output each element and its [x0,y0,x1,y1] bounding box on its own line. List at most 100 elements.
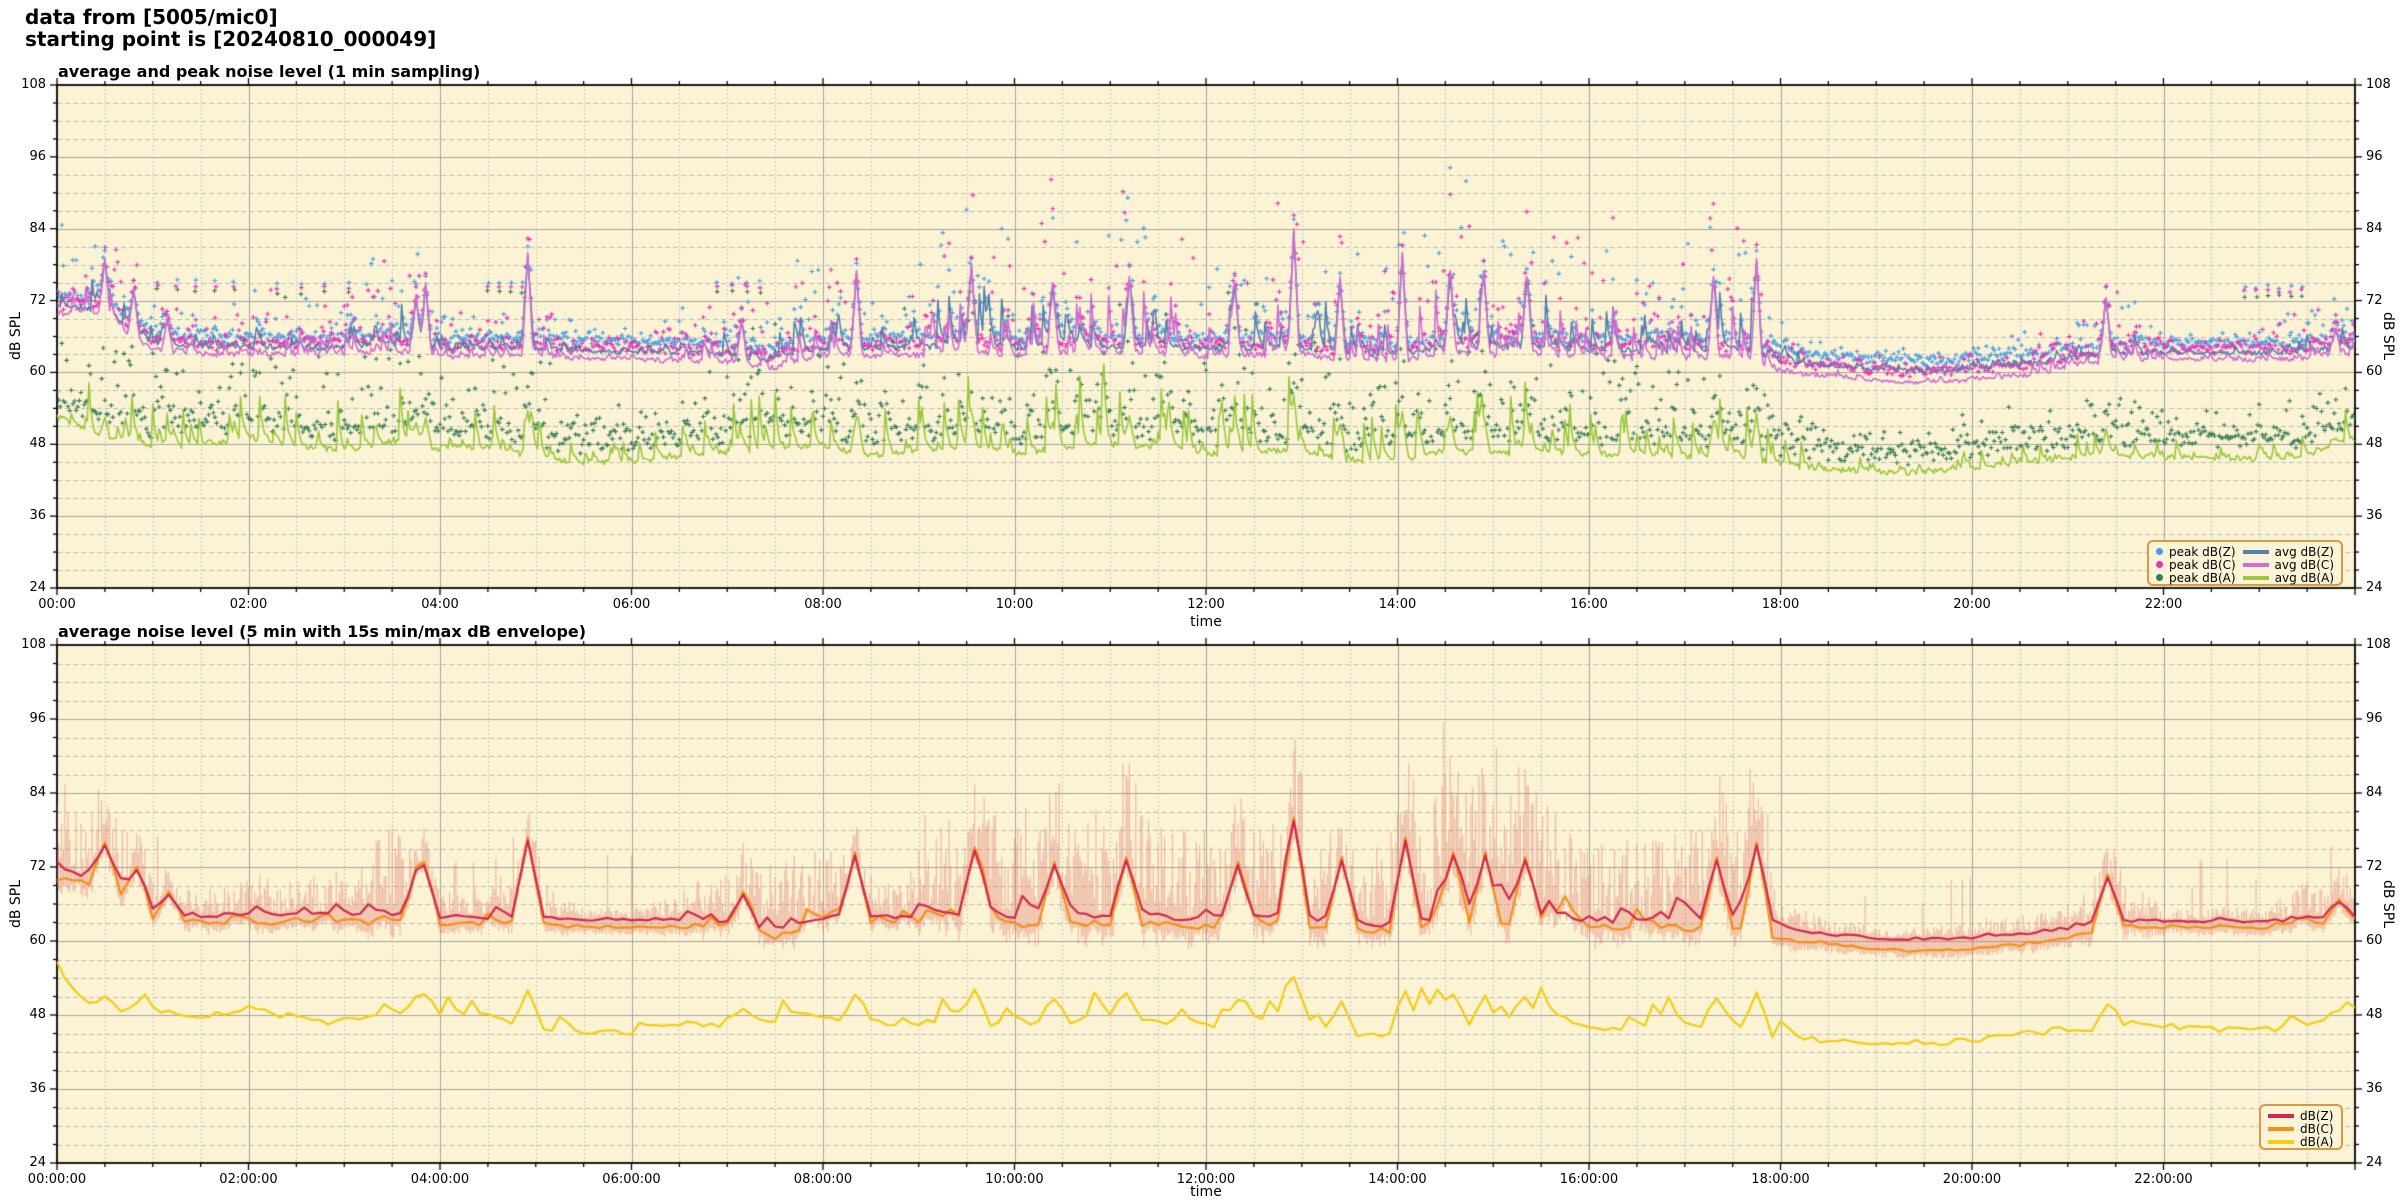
legend-entry-label: peak dB(A) [2169,570,2236,585]
chart1-y-tick-label-left: 36 [29,508,46,524]
chart2-y-tick-label-right: 96 [2366,711,2383,726]
chart2-x-tick-label: 14:00:00 [1368,1172,1427,1187]
chart2-x-tick-label: 18:00:00 [1751,1172,1810,1187]
legend-entry-label: dB(A) [2300,1134,2334,1149]
legend-entry: avg dB(Z) [2242,544,2334,559]
chart1-x-tick-label: 02:00 [229,597,268,612]
chart2-y-tick-label-left: 84 [29,785,46,800]
legend-row: dB(C) [2268,1122,2334,1136]
legend-entry-label: dB(C) [2300,1121,2334,1136]
chart2-y-tick-label-right: 72 [2366,859,2383,874]
legend-row: peak dB(Z) avg dB(Z) [2156,544,2334,559]
chart1-title: average and peak noise level (1 min samp… [58,62,481,81]
legend-row: peak dB(A) avg dB(A) [2156,570,2334,585]
chart1-y-tick-label-left: 72 [29,292,46,308]
chart1-y-tick-label-left: 48 [29,436,46,452]
legend-entry-label: avg dB(A) [2274,570,2334,585]
chart2-y-tick-label-right: 48 [2366,1007,2383,1022]
legend-entry: dB(C) [2268,1122,2334,1136]
chart2-x-tick-label: 10:00:00 [985,1172,1044,1187]
legend-line-marker [2268,1126,2294,1131]
data-source-line: data from [5005/mic0] [25,5,278,29]
chart1-y-tick-label-right: 72 [2366,292,2383,308]
chart2-y-tick-label-left: 60 [29,933,46,948]
legend-row: dB(Z) [2268,1109,2334,1123]
chart2-y-tick-label-right: 84 [2366,785,2383,800]
chart1-x-tick-label: 08:00 [804,597,842,612]
legend-entry: dB(Z) [2268,1109,2333,1123]
chart1-x-axis-label: time [1190,614,1222,630]
legend-line-marker [2242,549,2269,554]
chart1-x-tick-label: 16:00 [1570,597,1608,612]
chart1-y-tick-label-right: 60 [2366,364,2383,380]
chart2-x-tick-label: 02:00:00 [219,1172,278,1187]
chart1-x-tick-label: 20:00 [1953,597,1991,612]
chart1-y-axis-label-right: dB SPL [2380,311,2396,361]
legend-row: dB(A) [2268,1135,2334,1149]
legend-line-marker [2268,1139,2294,1144]
chart1-y-tick-label-right: 96 [2366,148,2383,164]
chart2-x-tick-label: 16:00:00 [1559,1172,1619,1187]
legend-line-marker [2242,562,2269,567]
starting-point-line: starting point is [20240810_000049] [25,27,437,51]
chart2-y-tick-label-left: 48 [29,1007,46,1022]
chart1-x-tick-label: 14:00 [1378,597,1417,612]
chart2-x-tick-label: 00:00:00 [27,1172,87,1187]
chart2-y-axis-label-right: dB SPL [2380,879,2396,929]
chart2-y-tick-label-right: 60 [2366,933,2383,948]
legend-row: peak dB(C) avg dB(C) [2156,557,2334,572]
chart2-y-axis-label-left: dB SPL [8,879,24,929]
chart1-legend: peak dB(Z) avg dB(Z) peak dB(C) avg dB(C) pe… [2147,540,2343,586]
chart1-x-tick-label: 18:00 [1761,597,1800,612]
chart2-y-tick-label-right: 24 [2366,1155,2383,1170]
legend-entry-label: avg dB(C) [2274,557,2334,572]
legend-dot-marker [2156,561,2163,568]
legend-entry: peak dB(A) [2156,571,2236,585]
chart1-y-tick-label-right: 48 [2366,436,2383,452]
legend-dot-marker [2156,574,2163,581]
chart2-x-axis-label: time [1190,1184,1222,1200]
legend-entry-label: peak dB(Z) [2169,544,2236,559]
chart1-y-tick-label-right: 84 [2366,220,2383,236]
chart1-y-tick-label-left: 108 [21,77,46,92]
chart2-x-tick-label: 08:00:00 [793,1172,853,1187]
chart1-x-tick-label: 04:00 [421,597,459,612]
chart2-y-tick-label-right: 36 [2366,1081,2383,1096]
legend-entry: avg dB(A) [2242,570,2334,585]
legend-entry-label: avg dB(Z) [2274,544,2334,559]
chart1-y-tick-label-right: 36 [2366,508,2383,524]
chart1-y-tick-label-left: 84 [29,220,46,236]
page-header: data from [5005/mic0] starting point is … [25,6,436,50]
chart2-legend: dB(Z) dB(C) dB(A) [2259,1104,2343,1150]
legend-entry-label: dB(Z) [2300,1108,2334,1123]
chart1-y-tick-label-left: 96 [29,148,46,164]
chart1-x-tick-label: 12:00 [1187,597,1225,612]
chart1-x-tick-label: 00:00 [38,597,76,612]
legend-entry: peak dB(C) [2156,558,2236,572]
chart2-x-tick-label: 04:00:00 [410,1172,470,1187]
chart1-x-tick-label: 06:00 [612,597,651,612]
chart1-y-tick-label-left: 24 [29,580,46,595]
legend-entry: avg dB(C) [2242,557,2334,572]
chart1-y-axis-label-left: dB SPL [8,311,24,361]
chart1-x-tick-label: 22:00 [2144,597,2183,612]
legend-entry: dB(A) [2268,1135,2333,1149]
chart1-y-tick-label-right: 108 [2366,77,2391,92]
chart2-y-tick-label-right: 108 [2366,637,2391,652]
legend-dot-marker [2156,548,2163,555]
chart1-y-tick-label-left: 60 [29,364,46,380]
chart2-title: average noise level (5 min with 15s min/… [58,622,587,641]
chart1-y-tick-label-right: 24 [2366,580,2383,595]
chart2-y-tick-label-left: 72 [29,859,46,874]
chart2-x-tick-label: 12:00:00 [1176,1172,1236,1187]
legend-entry-label: peak dB(C) [2169,557,2236,572]
legend-line-marker [2242,575,2269,580]
chart2-y-tick-label-left: 96 [29,711,46,726]
chart1-x-tick-label: 10:00 [995,597,1034,612]
legend-line-marker [2268,1113,2294,1118]
chart2-y-tick-label-left: 36 [29,1081,46,1096]
chart2-x-tick-label: 22:00:00 [2134,1172,2193,1187]
chart2-x-tick-label: 20:00:00 [1942,1172,2002,1187]
chart2-y-tick-label-left: 108 [21,637,46,652]
